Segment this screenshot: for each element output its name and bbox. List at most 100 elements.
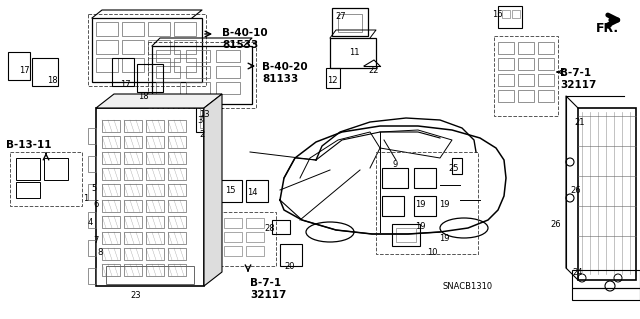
Text: 19: 19	[439, 200, 449, 209]
Text: 15: 15	[225, 186, 236, 195]
Bar	[148, 58, 170, 72]
Text: 4: 4	[88, 218, 93, 227]
Bar	[156, 82, 180, 94]
Text: 24: 24	[573, 268, 583, 277]
Text: 27: 27	[336, 12, 346, 21]
Bar	[146, 264, 164, 276]
Bar	[96, 40, 118, 54]
Bar	[148, 40, 170, 54]
Text: 26: 26	[550, 220, 561, 229]
Text: B-13-11: B-13-11	[6, 140, 51, 150]
Bar	[538, 58, 554, 70]
Text: 19: 19	[439, 234, 449, 243]
Bar	[88, 240, 96, 256]
Text: B-7-1: B-7-1	[250, 278, 281, 288]
Bar	[124, 136, 142, 148]
Bar	[8, 52, 30, 80]
Bar	[246, 232, 264, 242]
Text: 20: 20	[285, 262, 295, 271]
Bar	[102, 264, 120, 276]
Text: 32117: 32117	[250, 290, 286, 300]
Text: 12: 12	[327, 76, 337, 85]
Text: 18: 18	[47, 76, 58, 85]
Bar	[186, 66, 210, 78]
Bar	[502, 10, 510, 18]
Text: SNACB1310: SNACB1310	[443, 282, 493, 291]
Bar	[96, 58, 118, 72]
Text: 13: 13	[198, 110, 209, 119]
Text: 2: 2	[200, 130, 205, 139]
Text: 6: 6	[93, 200, 99, 209]
Bar	[124, 200, 142, 212]
Bar	[102, 216, 120, 228]
Text: 9: 9	[392, 160, 397, 169]
Bar	[168, 168, 186, 180]
Bar	[146, 216, 164, 228]
Bar	[146, 232, 164, 244]
Bar	[146, 136, 164, 148]
Text: 10: 10	[427, 248, 437, 257]
Bar	[92, 18, 202, 82]
Bar	[124, 232, 142, 244]
Bar	[122, 22, 144, 36]
Bar	[137, 64, 163, 92]
Text: 3: 3	[197, 116, 203, 125]
Bar	[174, 40, 196, 54]
Bar	[174, 58, 196, 72]
Bar	[186, 50, 210, 62]
Bar	[224, 218, 242, 228]
Bar	[218, 212, 276, 266]
Text: 25: 25	[449, 164, 460, 173]
Bar	[498, 58, 514, 70]
Bar	[452, 158, 462, 174]
Text: 17: 17	[120, 80, 131, 89]
Text: B-40-10: B-40-10	[222, 28, 268, 38]
Bar	[246, 246, 264, 256]
Bar	[88, 14, 206, 86]
Bar	[332, 8, 368, 36]
Bar	[246, 180, 268, 202]
Bar	[152, 46, 252, 104]
Text: 14: 14	[247, 188, 257, 197]
Bar	[112, 58, 134, 86]
Bar	[518, 90, 534, 102]
Text: 7: 7	[93, 236, 99, 245]
Bar	[572, 288, 640, 300]
Bar	[498, 42, 514, 54]
Bar	[10, 152, 82, 206]
Bar	[146, 184, 164, 196]
Bar	[16, 182, 40, 198]
Bar	[216, 82, 240, 94]
Bar	[88, 212, 96, 228]
Bar	[124, 120, 142, 132]
Bar	[168, 136, 186, 148]
Bar	[246, 218, 264, 228]
Bar	[224, 246, 242, 256]
Bar	[146, 200, 164, 212]
Text: 1: 1	[83, 194, 88, 203]
Bar	[96, 22, 118, 36]
Text: B-40-20: B-40-20	[262, 62, 308, 72]
Bar	[124, 168, 142, 180]
Bar	[88, 268, 96, 284]
Bar	[512, 10, 520, 18]
Text: 81133: 81133	[262, 74, 298, 84]
Bar	[196, 102, 220, 132]
Bar	[330, 38, 376, 68]
Bar	[168, 248, 186, 260]
Text: 28: 28	[265, 224, 275, 233]
Bar	[168, 232, 186, 244]
Text: 18: 18	[138, 92, 148, 101]
Text: 19: 19	[415, 222, 425, 231]
Bar	[376, 152, 478, 254]
Text: 22: 22	[369, 66, 380, 75]
Bar	[220, 180, 242, 202]
Bar	[168, 200, 186, 212]
Bar	[414, 196, 436, 216]
Bar	[102, 152, 120, 164]
Bar	[96, 108, 204, 286]
Text: B-7-1: B-7-1	[560, 68, 591, 78]
Bar	[156, 66, 180, 78]
Bar	[148, 22, 170, 36]
Bar	[494, 36, 558, 116]
